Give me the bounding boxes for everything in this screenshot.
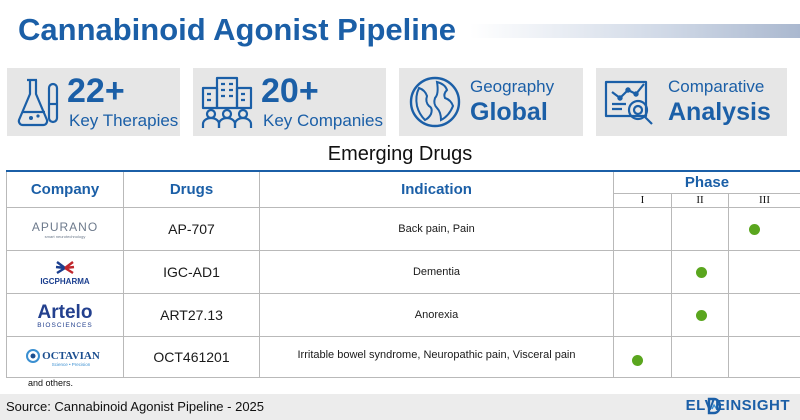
svg-text:APURANO: APURANO [32,220,98,234]
svg-text:Artelo: Artelo [38,302,93,323]
phase-cell-2 [671,249,729,294]
column-header-indication: Indication [259,170,614,208]
title-decoration-bar [470,24,800,38]
delveinsight-logo-icon [707,397,721,415]
svg-text:Science • Precision: Science • Precision [52,362,91,367]
phase-marker [696,266,707,278]
stat-value: Analysis [668,98,771,126]
svg-text:BIOSCIENCES: BIOSCIENCES [37,322,92,329]
company-logo-igcpharma: IGCPHARMA [6,249,124,294]
phase-cell-3 [727,335,800,378]
footnote: and others. [28,378,74,388]
table-row: APURANO smart neurotechnology AP-707 Bac… [6,206,800,251]
phase-cell-3 [727,292,800,337]
table-row: IGCPHARMA IGC-AD1 Dementia [6,249,800,294]
globe-icon [409,76,461,128]
phase-cell-1 [613,206,672,251]
column-header-drugs: Drugs [123,170,260,208]
stat-value: Global [470,98,548,126]
phase-marker [696,309,707,321]
phase-cell-2 [671,206,729,251]
phase-cell-1 [613,249,672,294]
table-row: OCTAVIAN Science • Precision OCT461201 I… [6,335,800,378]
stat-geography: Geography Global [399,68,583,136]
svg-text:OCTAVIAN: OCTAVIAN [42,350,100,362]
phase-cell-2 [671,292,729,337]
stat-key-therapies: 22+ Key Therapies [7,68,180,136]
indication: Dementia [259,249,614,294]
table-row: Artelo BIOSCIENCES ART27.13 Anorexia [6,292,800,337]
column-header-company: Company [6,170,124,208]
drug-name: ART27.13 [123,292,260,337]
phase-header-3: III [727,192,800,208]
stat-label: Geography [470,77,555,96]
phase-cell-3 [727,206,800,251]
indication: Irritable bowel syndrome, Neuropathic pa… [259,335,614,378]
stat-analysis: Comparative Analysis [596,68,787,136]
phase-header-2: II [671,192,729,208]
footer-bar [0,394,800,420]
phase-marker [632,354,643,366]
phase-cell-1 [613,335,672,378]
drug-name: IGC-AD1 [123,249,260,294]
stat-label: Key Companies [263,111,384,130]
city-buildings-icon [201,76,253,128]
svg-text:IGCPHARMA: IGCPHARMA [40,277,90,286]
drug-name: AP-707 [123,206,260,251]
analytics-chart-icon [604,80,653,125]
phase-cell-2 [671,335,729,378]
phase-header-1: I [613,192,672,208]
stat-label: Key Therapies [69,111,179,130]
phase-cell-3 [727,249,800,294]
indication: Back pain, Pain [259,206,614,251]
svg-text:smart neurotechnology: smart neurotechnology [45,234,86,239]
company-logo-artelo: Artelo BIOSCIENCES [6,292,124,337]
section-title: Emerging Drugs [327,143,473,165]
page-title: Cannabinoid Agonist Pipeline [18,12,457,47]
brand-name: ELVEINSIGHT [685,397,790,414]
indication: Anorexia [259,292,614,337]
source-citation: Source: Cannabinoid Agonist Pipeline - 2… [6,399,265,414]
stat-value: 22+ [67,72,125,110]
company-logo-octavian: OCTAVIAN Science • Precision [6,335,124,378]
stat-value: 20+ [261,72,319,110]
column-header-phase: Phase [612,170,800,194]
company-logo-apurano: APURANO smart neurotechnology [6,206,124,251]
lab-flask-icon [17,78,59,127]
pipeline-table: Company Drugs Indication Phase I II III … [6,170,800,378]
drug-name: OCT461201 [123,335,260,378]
phase-marker [749,223,760,235]
stat-label: Comparative [668,77,765,96]
stat-key-companies: 20+ Key Companies [193,68,386,136]
phase-cell-1 [613,292,672,337]
